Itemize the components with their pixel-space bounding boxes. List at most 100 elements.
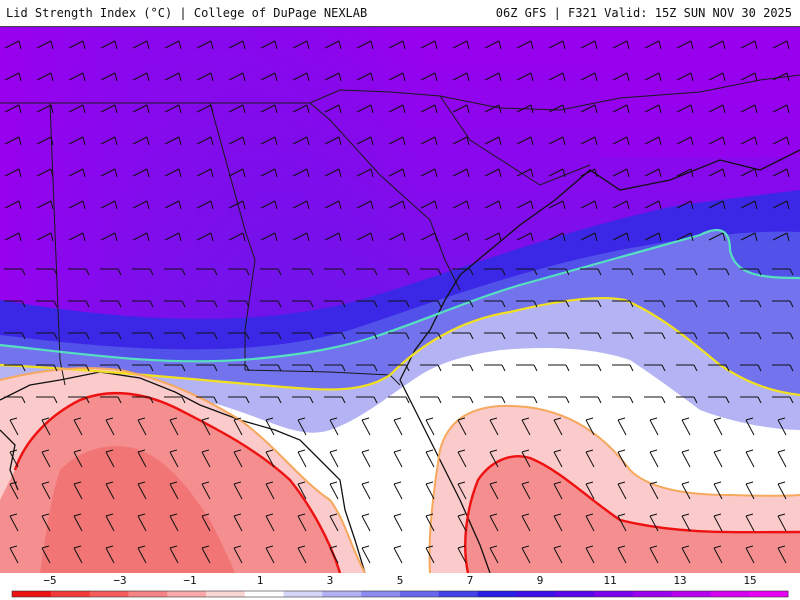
wind-barb xyxy=(708,232,726,242)
wind-barb xyxy=(41,449,51,468)
legend-color-swatch xyxy=(555,591,595,597)
wind-barb xyxy=(708,168,726,178)
wind-barb xyxy=(777,513,787,532)
wind-barb xyxy=(681,513,691,532)
wind-barb xyxy=(228,332,250,340)
wind-barb xyxy=(740,168,758,178)
wind-barb xyxy=(228,200,246,210)
wind-barb xyxy=(41,513,51,532)
wind-barb xyxy=(196,396,218,404)
legend-tick-label: 13 xyxy=(673,574,686,587)
wind-barb xyxy=(585,545,595,564)
wind-barb xyxy=(580,168,598,178)
wind-barb xyxy=(164,364,186,372)
wind-barb xyxy=(68,396,90,404)
wind-barb xyxy=(452,232,470,242)
wind-barb xyxy=(393,513,403,532)
wind-barb xyxy=(745,417,755,436)
wind-barb xyxy=(745,449,755,468)
wind-barb xyxy=(233,513,243,532)
wind-barb xyxy=(196,200,214,210)
wind-barb xyxy=(452,396,474,404)
wind-barb xyxy=(164,40,182,50)
wind-barb xyxy=(740,332,762,340)
wind-barb xyxy=(4,300,26,308)
wind-barb xyxy=(388,232,406,242)
wind-barb xyxy=(708,104,726,114)
wind-barb xyxy=(644,136,662,146)
wind-barb xyxy=(644,200,662,210)
wind-barb xyxy=(228,168,246,178)
wind-barb xyxy=(228,72,246,82)
wind-barb xyxy=(740,232,758,242)
wind-barb xyxy=(100,40,118,50)
wind-barb xyxy=(420,232,438,242)
wind-barb xyxy=(132,268,154,276)
wind-barb xyxy=(228,136,246,146)
wind-barb xyxy=(292,332,314,340)
wind-barb xyxy=(516,136,534,146)
wind-barb xyxy=(388,136,406,146)
wind-barb xyxy=(4,200,22,210)
wind-barb xyxy=(164,72,182,82)
wind-barb xyxy=(169,481,179,500)
wind-barb xyxy=(292,268,314,276)
wind-barb xyxy=(4,396,26,404)
legend-tick-label: −5 xyxy=(43,574,56,587)
wind-barb xyxy=(516,268,538,276)
wind-barb xyxy=(676,332,698,340)
wind-barb xyxy=(260,332,282,340)
wind-barb xyxy=(196,40,214,50)
wind-barb xyxy=(164,168,182,178)
wind-barb xyxy=(132,136,150,146)
legend-color-swatch xyxy=(283,591,323,597)
wind-barb xyxy=(676,200,694,210)
wind-barb xyxy=(612,300,634,308)
lid-strength-map xyxy=(0,27,800,573)
wind-barb xyxy=(132,168,150,178)
wind-barb xyxy=(36,332,58,340)
wind-barb xyxy=(233,417,243,436)
legend-color-swatch xyxy=(322,591,362,597)
wind-barb xyxy=(452,168,470,178)
wind-barb xyxy=(36,136,54,146)
wind-barb xyxy=(612,104,630,114)
wind-barb xyxy=(393,545,403,564)
wind-barb xyxy=(356,200,374,210)
wind-barb xyxy=(169,513,179,532)
wind-barb xyxy=(516,168,534,178)
wind-barb xyxy=(100,332,122,340)
wind-barb xyxy=(772,268,794,276)
wind-barb xyxy=(297,449,307,468)
wind-barb xyxy=(356,104,374,114)
wind-barb xyxy=(644,300,666,308)
wind-barb xyxy=(68,200,86,210)
wind-barb xyxy=(233,481,243,500)
wind-barb xyxy=(228,268,250,276)
wind-barb xyxy=(4,232,22,242)
wind-barb xyxy=(612,332,634,340)
legend-color-swatch xyxy=(12,591,52,597)
wind-barb xyxy=(68,268,90,276)
wind-barb xyxy=(745,513,755,532)
wind-barb xyxy=(452,300,474,308)
wind-barb xyxy=(457,417,467,436)
wind-barb xyxy=(329,513,339,532)
wind-barb xyxy=(132,332,154,340)
wind-barb xyxy=(708,396,730,404)
wind-barb xyxy=(388,300,410,308)
wind-barb xyxy=(617,417,627,436)
wind-barb xyxy=(4,104,22,114)
wind-barb xyxy=(297,513,307,532)
wind-barb xyxy=(132,396,154,404)
wind-barb xyxy=(68,168,86,178)
wind-barb xyxy=(196,104,214,114)
wind-barb xyxy=(548,300,570,308)
wind-barb xyxy=(612,232,630,242)
wind-barb xyxy=(292,396,314,404)
wind-barb xyxy=(393,449,403,468)
wind-barb xyxy=(489,545,499,564)
wind-barb xyxy=(612,72,630,82)
wind-barb xyxy=(228,300,250,308)
wind-barb xyxy=(676,168,694,178)
